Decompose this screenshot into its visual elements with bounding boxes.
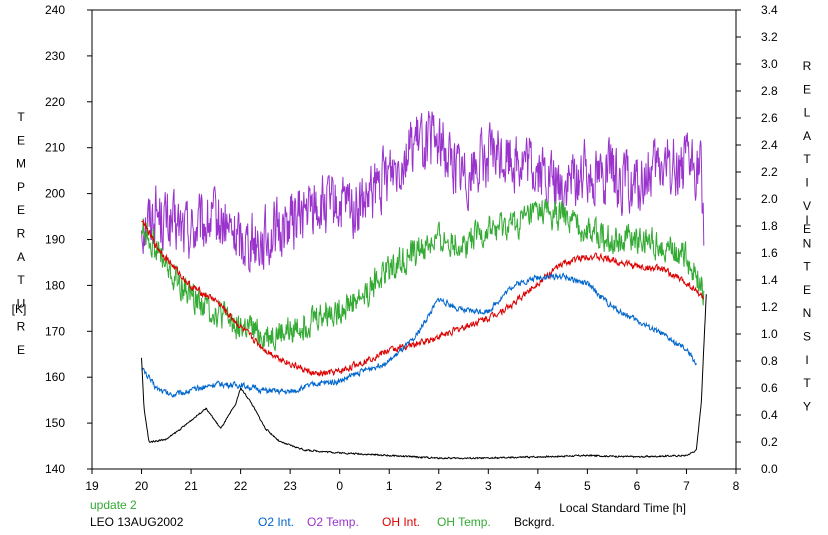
x-tick-label: 6 (634, 479, 641, 493)
y-right-title-letter: I (805, 176, 808, 190)
y-left-title-letter: R (17, 227, 26, 241)
y-left-title-letter: E (17, 133, 25, 147)
x-tick-label: 4 (535, 479, 542, 493)
y-left-title-letter: M (16, 157, 26, 171)
legend-item: Bckgrd. (514, 515, 555, 529)
y-right-title-letter: S (803, 330, 811, 344)
y-left-title-letter: A (17, 250, 25, 264)
series-line-oh-temp (141, 198, 705, 352)
y-right-title-letter: N (803, 236, 812, 250)
status-text: update 2 (90, 498, 137, 512)
y-left-title-letter: E (17, 343, 25, 357)
x-tick-label: 2 (435, 479, 442, 493)
legend-item: OH Int. (382, 515, 420, 529)
y-left-tick-label: 140 (45, 462, 65, 476)
x-tick-label: 20 (135, 479, 149, 493)
y-right-title-letter: V (803, 199, 811, 213)
x-tick-label: 8 (733, 479, 740, 493)
y-right-tick-label: 2.2 (761, 165, 778, 179)
y-left-tick-label: 190 (45, 233, 65, 247)
x-tick-label: 19 (85, 479, 99, 493)
y-right-tick-label: 3.4 (761, 3, 778, 17)
y-right-tick-label: 3.2 (761, 30, 778, 44)
y-left-tick-label: 180 (45, 278, 65, 292)
y-left-title-letter: T (17, 110, 25, 124)
y-right-title-letter: I (805, 353, 808, 367)
y-right-title-letter: T (803, 152, 811, 166)
axes-layer: 19 20 21 22 23 0 1 2 3 4 5 6 7 8140150160170180190200… (45, 3, 778, 493)
y-left-unit: [K] (12, 302, 27, 316)
y-right-tick-label: 2.6 (761, 111, 778, 125)
y-right-tick-label: 1.6 (761, 246, 778, 260)
x-tick-label: 1 (386, 479, 393, 493)
series-layer (141, 110, 707, 460)
y-right-title-letter: A (803, 129, 811, 143)
y-left-tick-label: 240 (45, 3, 65, 17)
y-right-title-letter: I (805, 213, 808, 227)
y-left-tick-label: 230 (45, 49, 65, 63)
x-tick-label: 5 (584, 479, 591, 493)
y-left-title-letter: P (17, 180, 25, 194)
y-right-tick-label: 1.4 (761, 273, 778, 287)
y-left-tick-label: 200 (45, 187, 65, 201)
legend-layer: update 2 LEO 13AUG2002 O2 Int. O2 Temp. OH I… (90, 498, 555, 529)
y-left-title-letter: R (17, 320, 26, 334)
y-right-title-letter: N (803, 306, 812, 320)
legend-item: O2 Temp. (307, 515, 359, 529)
y-right-tick-label: 2.8 (761, 84, 778, 98)
y-right-tick-label: 1.2 (761, 300, 778, 314)
y-right-tick-label: 3.0 (761, 57, 778, 71)
y-left-title-letter: E (17, 203, 25, 217)
y-right-tick-label: 0.0 (761, 462, 778, 476)
y-right-title-letter: L (804, 106, 811, 120)
y-right-tick-label: 1.8 (761, 219, 778, 233)
y-left-title-letter: U (17, 296, 26, 310)
y-right-tick-label: 2.0 (761, 192, 778, 206)
y-left-tick-label: 220 (45, 95, 65, 109)
y-right-title-letter: R (803, 59, 812, 73)
y-left-tick-label: 210 (45, 141, 65, 155)
series-line-o2-temp (141, 110, 705, 273)
x-tick-label: 23 (283, 479, 297, 493)
legend-item: O2 Int. (258, 515, 294, 529)
y-right-tick-label: 0.2 (761, 435, 778, 449)
y-right-title-letter: T (803, 376, 811, 390)
y-right-title-letter: E (803, 222, 811, 236)
y-right-title-letter: T (803, 260, 811, 274)
series-line-bckgrd (141, 294, 707, 460)
x-tick-label: 21 (184, 479, 198, 493)
x-axis-title: Local Standard Time [h] (559, 501, 686, 515)
series-line-o2-int (141, 272, 697, 398)
y-left-tick-label: 160 (45, 370, 65, 384)
legend-item: OH Temp. (437, 515, 491, 529)
y-left-tick-label: 170 (45, 324, 65, 338)
y-right-tick-label: 1.0 (761, 327, 778, 341)
x-tick-label: 7 (683, 479, 690, 493)
y-left-title-letter: T (17, 273, 25, 287)
x-tick-label: 22 (234, 479, 248, 493)
x-tick-label: 3 (485, 479, 492, 493)
y-right-tick-label: 0.6 (761, 381, 778, 395)
x-tick-label: 0 (336, 479, 343, 493)
y-right-title-letter: E (803, 82, 811, 96)
series-line-oh-int (141, 219, 705, 377)
y-right-tick-label: 0.4 (761, 408, 778, 422)
y-right-title-letter: E (803, 283, 811, 297)
y-right-tick-label: 2.4 (761, 138, 778, 152)
y-left-tick-label: 150 (45, 416, 65, 430)
y-right-title-letter: Y (803, 399, 811, 413)
y-right-tick-label: 0.8 (761, 354, 778, 368)
site-date-label: LEO 13AUG2002 (90, 515, 184, 529)
